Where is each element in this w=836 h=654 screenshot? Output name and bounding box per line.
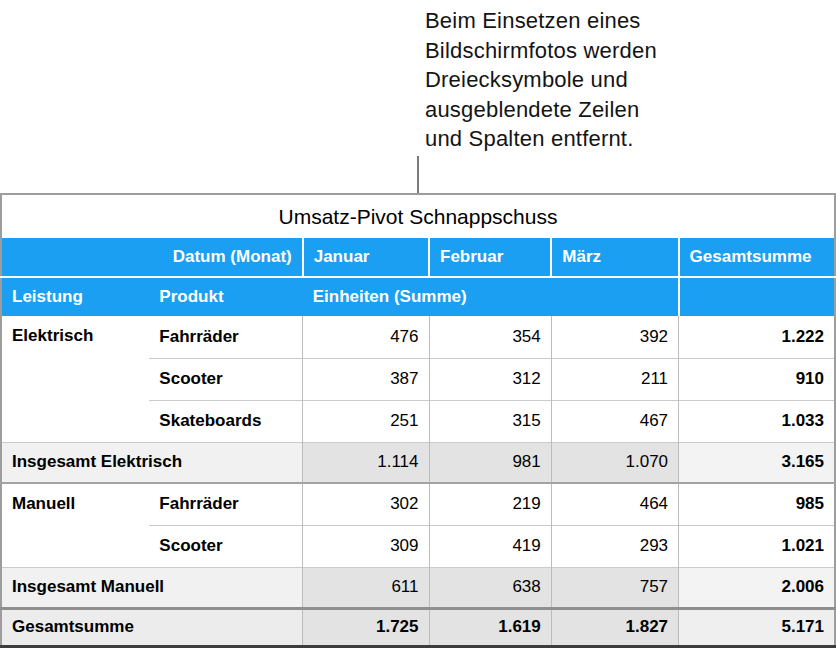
subtotal-value-cell[interactable]: 757	[551, 567, 678, 608]
callout-line: Bildschirmfotos werden	[425, 36, 755, 66]
grand-total-value-cell[interactable]: 1.725	[303, 608, 429, 646]
value-cell[interactable]: 293	[551, 525, 678, 567]
subtotal-total-cell[interactable]: 3.165	[679, 442, 835, 483]
help-doc-figure: { "callout": { "lines": [ "Beim Einsetze…	[0, 0, 836, 654]
value-cell[interactable]: 309	[303, 525, 429, 567]
row-total-cell[interactable]: 1.222	[679, 316, 835, 358]
row-total-cell[interactable]: 1.033	[679, 400, 835, 442]
subtotal-label-cell[interactable]: Insgesamt Manuell	[1, 567, 303, 608]
header-datum-monat-cell[interactable]: Datum (Monat)	[1, 238, 303, 277]
grand-total-value-cell[interactable]: 1.827	[551, 608, 678, 646]
product-cell[interactable]: Scooter	[149, 358, 302, 400]
header-leistung-cell[interactable]: Leistung	[1, 277, 149, 316]
value-cell[interactable]: 315	[429, 400, 551, 442]
subtotal-value-cell[interactable]: 1.114	[303, 442, 429, 483]
annotation-callout: Beim Einsetzen eines Bildschirmfotos wer…	[425, 6, 755, 154]
header-februar-cell[interactable]: Februar	[429, 238, 551, 277]
subtotal-label-cell[interactable]: Insgesamt Elektrisch	[1, 442, 303, 483]
row-total-cell[interactable]: 985	[679, 483, 835, 525]
product-cell[interactable]: Fahrräder	[149, 483, 302, 525]
value-cell[interactable]: 354	[429, 316, 551, 358]
subtotal-value-cell[interactable]: 611	[303, 567, 429, 608]
product-cell[interactable]: Skateboards	[149, 400, 302, 442]
value-cell[interactable]: 419	[429, 525, 551, 567]
value-cell[interactable]: 392	[551, 316, 678, 358]
value-cell[interactable]: 219	[429, 483, 551, 525]
callout-line: Dreiecksymbole und	[425, 65, 755, 95]
row-total-cell[interactable]: 1.021	[679, 525, 835, 567]
grand-total-cell[interactable]: 5.171	[679, 608, 835, 646]
value-cell[interactable]: 464	[551, 483, 678, 525]
pivot-table: Umsatz-Pivot Schnappschuss Datum (Monat)…	[0, 193, 836, 648]
header-einheiten-summe-cell[interactable]: Einheiten (Summe)	[303, 277, 679, 316]
product-cell[interactable]: Scooter	[149, 525, 302, 567]
subtotal-value-cell[interactable]: 638	[429, 567, 551, 608]
value-cell[interactable]: 387	[303, 358, 429, 400]
subtotal-value-cell[interactable]: 1.070	[551, 442, 678, 483]
value-cell[interactable]: 251	[303, 400, 429, 442]
value-cell[interactable]: 476	[303, 316, 429, 358]
header-maerz-cell[interactable]: März	[551, 238, 678, 277]
value-cell[interactable]: 302	[303, 483, 429, 525]
header-empty-cell[interactable]	[679, 277, 835, 316]
group-cell-elektrisch[interactable]: Elektrisch	[1, 316, 149, 442]
callout-line: ausgeblendete Zeilen	[425, 95, 755, 125]
subtotal-value-cell[interactable]: 981	[429, 442, 551, 483]
callout-leader-line	[417, 156, 419, 194]
callout-line: Beim Einsetzen eines	[425, 6, 755, 36]
group-cell-manuell[interactable]: Manuell	[1, 483, 149, 567]
header-gesamtsumme-cell[interactable]: Gesamtsumme	[679, 238, 835, 277]
grand-total-value-cell[interactable]: 1.619	[429, 608, 551, 646]
header-produkt-cell[interactable]: Produkt	[149, 277, 302, 316]
table-title-cell[interactable]: Umsatz-Pivot Schnappschuss	[1, 194, 835, 238]
grand-total-label-cell[interactable]: Gesamtsumme	[1, 608, 303, 646]
value-cell[interactable]: 312	[429, 358, 551, 400]
value-cell[interactable]: 467	[551, 400, 678, 442]
row-total-cell[interactable]: 910	[679, 358, 835, 400]
product-cell[interactable]: Fahrräder	[149, 316, 302, 358]
subtotal-total-cell[interactable]: 2.006	[679, 567, 835, 608]
header-januar-cell[interactable]: Januar	[303, 238, 429, 277]
callout-line: und Spalten entfernt.	[425, 124, 755, 154]
value-cell[interactable]: 211	[551, 358, 678, 400]
